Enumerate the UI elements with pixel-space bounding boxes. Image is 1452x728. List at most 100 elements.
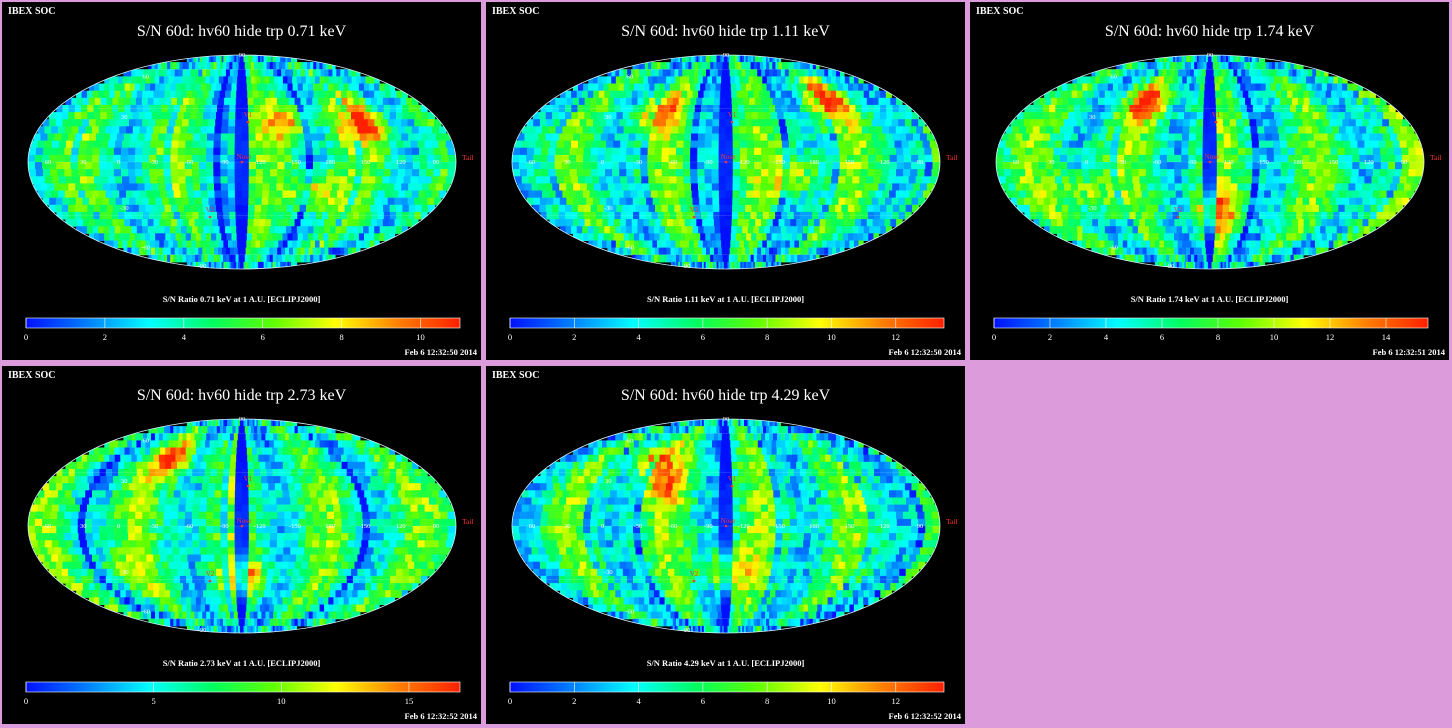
heatmap-cell [885,226,892,234]
heatmap-cell [642,247,648,256]
heatmap-cell [739,197,747,206]
heatmap-cell [246,240,252,249]
heatmap-cell [297,254,302,263]
heatmap-cell [130,133,139,142]
heatmap-cell [274,90,281,99]
heatmap-cell [1080,190,1088,199]
heatmap-cell [256,154,264,163]
heatmap-cell [767,140,776,149]
heatmap-cell [788,133,796,142]
heatmap-cell [711,55,714,63]
heatmap-cell [737,247,742,256]
heatmap-cell [1127,97,1134,106]
heatmap-cell [143,176,151,184]
heatmap-cell [822,204,830,213]
heatmap-cell [247,226,254,234]
heatmap-cell [135,219,143,227]
heatmap-cell [771,261,774,269]
heatmap-cell [1015,133,1023,142]
heatmap-cell [272,62,277,70]
heatmap-cell [434,197,442,206]
heatmap-cell [260,104,267,113]
heatmap-cell [788,247,794,256]
heatmap-cell [514,140,523,149]
heatmap-cell [100,112,108,120]
heatmap-cell [849,211,857,220]
heatmap-cell [113,76,119,85]
heatmap-cell [845,140,853,149]
heatmap-cell [225,247,231,256]
heatmap-cell [387,197,395,206]
heatmap-cell [362,154,371,163]
heatmap-cell [665,90,672,99]
heatmap-cell [996,162,1004,170]
heatmap-cell [711,261,714,269]
heatmap-cell [1242,197,1251,206]
heatmap-cell [1166,69,1171,77]
heatmap-cell [1017,154,1025,163]
heatmap-cell [131,90,138,99]
heatmap-cell [1142,69,1148,77]
heatmap-cell [567,97,574,106]
heatmap-cell [237,240,243,249]
heatmap-cell [226,83,233,92]
heatmap-cell [785,76,791,85]
heatmap-cell [1145,154,1154,163]
heatmap-cell [812,76,818,85]
heatmap-cell [1147,133,1155,142]
heatmap-cell [289,190,297,199]
heatmap-cell [312,204,320,213]
heatmap-cell [880,104,887,113]
heatmap-cell [316,69,322,77]
heatmap-cell [175,83,182,92]
heatmap-cell [214,247,219,256]
heatmap-cell [328,233,334,241]
heatmap-cell [274,261,277,269]
heatmap-cell [136,211,144,220]
heatmap-cell [690,83,696,92]
heatmap-cell [305,147,314,156]
heatmap-cell [679,76,686,85]
heatmap-cell [241,104,249,113]
heatmap-cell [721,76,727,85]
heatmap-cell [158,204,166,213]
heatmap-cell [254,112,262,120]
heatmap-cell [250,55,254,63]
heatmap-cell [888,169,897,177]
heatmap-cell [624,76,631,85]
heatmap-cell [555,97,562,106]
heatmap-cell [641,176,649,184]
heatmap-cell [746,133,754,142]
heatmap-cell [843,183,852,192]
heatmap-cell [571,204,579,213]
heatmap-cell [608,104,616,113]
heatmap-cell [1273,176,1281,184]
heatmap-cell [731,211,739,220]
heatmap-cell [438,140,447,149]
heatmap-cell [808,240,814,249]
heatmap-cell [1180,97,1187,106]
heatmap-cell [63,154,72,163]
heatmap-cell [1311,83,1318,92]
heatmap-cell [739,133,748,142]
heatmap-cell [87,211,95,220]
heatmap-cell [380,183,388,192]
heatmap-cell [376,204,384,213]
heatmap-cell [328,76,334,85]
heatmap-cell [1182,126,1190,134]
heatmap-cell [1099,76,1105,85]
heatmap-cell [569,126,577,134]
heatmap-cell [1186,69,1191,77]
heatmap-cell [429,183,437,192]
heatmap-cell [804,162,812,170]
heatmap-cell [639,104,646,113]
heatmap-cell [1357,83,1364,92]
heatmap-cell [1087,126,1095,134]
heatmap-cell [1150,197,1158,206]
heatmap-cell [100,97,108,106]
heatmap-cell [1063,119,1071,127]
heatmap-cell [191,76,197,85]
heatmap-cell [1132,140,1140,149]
heatmap-cell [312,140,320,149]
heatmap-cell [556,176,565,184]
